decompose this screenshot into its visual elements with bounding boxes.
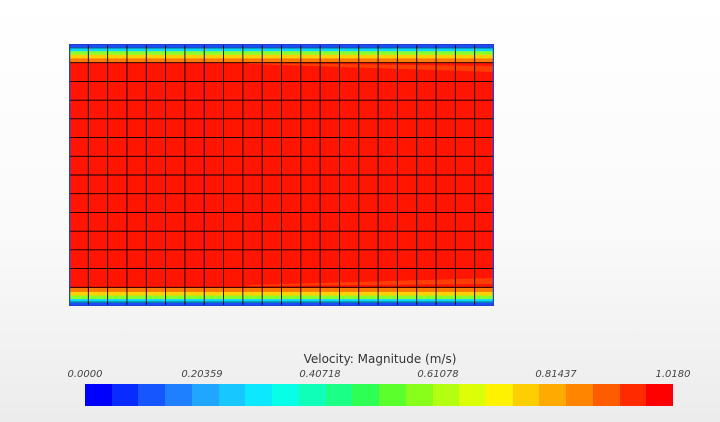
colorbar-swatch (298, 384, 326, 406)
colorbar-swatch (85, 384, 112, 406)
domain-boundary (69, 44, 494, 306)
legend-tick-label: 0.40718 (299, 369, 341, 380)
colorbar (85, 384, 674, 406)
colorbar-swatch (592, 384, 620, 406)
colorbar-swatch (486, 384, 513, 406)
colorbar-swatch (539, 384, 567, 406)
legend-tick-label: 1.0180 (655, 369, 691, 380)
colorbar-swatch (379, 384, 406, 406)
colorbar-swatch (405, 384, 433, 406)
colorbar-swatch (272, 384, 299, 406)
boundary-layer-bottom (249, 278, 494, 286)
colorbar-swatch (619, 384, 647, 406)
colorbar-swatch (165, 384, 192, 406)
legend-title: Velocity: Magnitude (m/s) (303, 352, 457, 366)
legend-tick-labels: 0.0000 0.20359 0.40718 0.61078 0.81437 1… (60, 369, 700, 383)
colorbar-swatch (325, 384, 353, 406)
color-legend: Velocity: Magnitude (m/s) 0.0000 0.20359… (60, 350, 700, 410)
legend-tick-label: 0.0000 (67, 369, 103, 380)
boundary-layer-top (249, 63, 494, 72)
legend-tick-label: 0.61078 (417, 369, 459, 380)
colorbar-swatch (218, 384, 246, 406)
colorbar-swatch (138, 384, 166, 406)
colorbar-swatch (512, 384, 540, 406)
colorbar-swatch (245, 384, 273, 406)
colorbar-swatch (566, 384, 593, 406)
colorbar-swatch (111, 384, 139, 406)
colorbar-swatch (646, 384, 674, 406)
mesh-grid (69, 44, 494, 306)
colorbar-swatch (459, 384, 487, 406)
legend-tick-label: 0.20359 (181, 369, 223, 380)
legend-tick-label: 0.81437 (535, 369, 577, 380)
colorbar-swatch (352, 384, 380, 406)
colorbar-swatch (191, 384, 219, 406)
velocity-contour-plot[interactable] (69, 44, 494, 306)
colorbar-swatch (432, 384, 460, 406)
